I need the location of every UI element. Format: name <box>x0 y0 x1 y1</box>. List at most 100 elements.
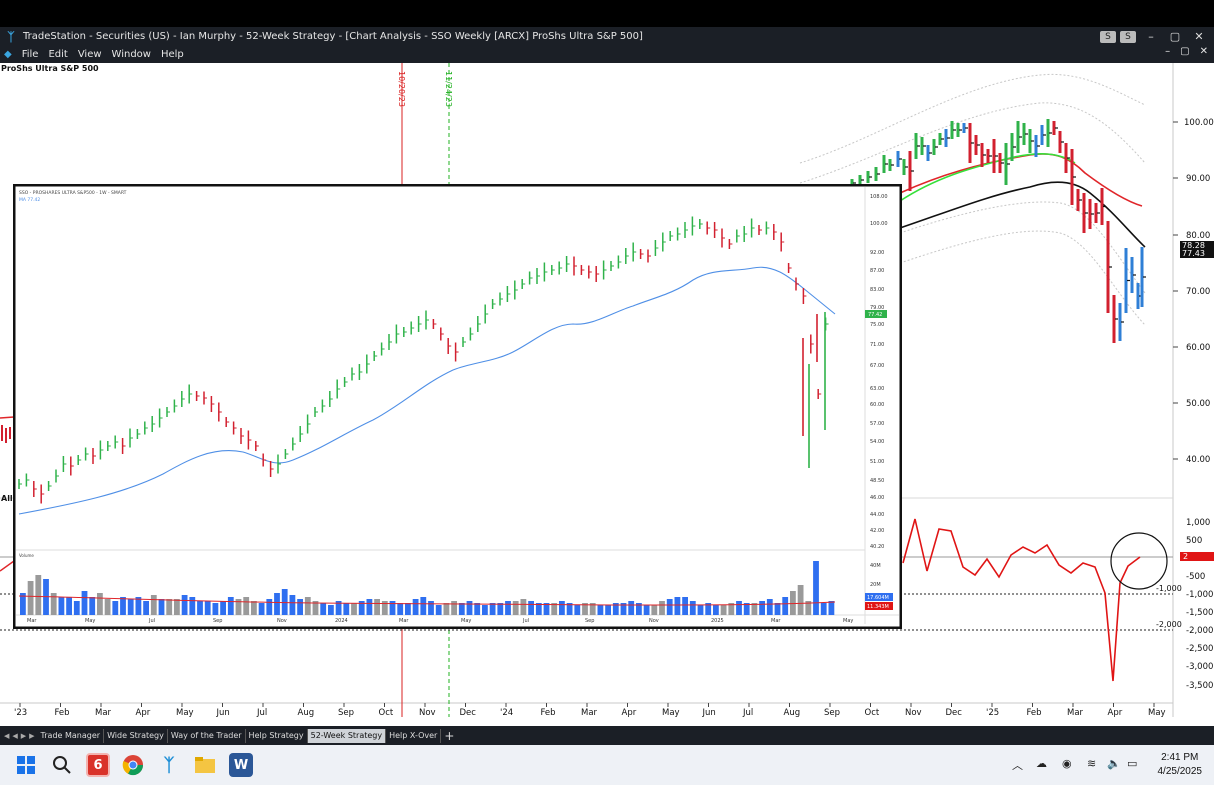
clock[interactable]: 2:41 PM 4/25/2025 <box>1158 751 1203 779</box>
time-tick-label: Apr <box>136 708 151 717</box>
child-minimize-button[interactable]: – <box>1165 46 1171 57</box>
cloud-icon[interactable]: ☁ <box>1036 757 1047 770</box>
inset-price-tick: 46.00 <box>870 495 884 501</box>
inset-volume-bar <box>651 605 658 615</box>
volume-icon[interactable]: 🔈 <box>1107 757 1121 770</box>
menu-view[interactable]: View <box>77 49 102 60</box>
inset-volume-bar <box>374 599 380 615</box>
price-tick: 100.00 <box>1184 118 1214 128</box>
inset-volume-bar <box>73 601 80 615</box>
time-tick-label: '23 <box>14 708 27 717</box>
inset-volume-bar <box>235 599 242 615</box>
price-tick: 90.00 <box>1186 174 1210 184</box>
menu-window[interactable]: Window <box>111 49 151 60</box>
file-explorer-icon[interactable] <box>193 753 217 777</box>
time-tick-label: Dec <box>946 708 963 717</box>
tab-way-of-the-trader[interactable]: Way of the Trader <box>168 728 246 743</box>
tab-52-week-strategy[interactable]: 52-Week Strategy <box>307 728 387 743</box>
price-tick: 40.00 <box>1186 455 1210 465</box>
time-tick-label: Nov <box>419 708 436 717</box>
inset-volume-bar <box>820 603 827 615</box>
inset-volume-bar <box>289 595 296 615</box>
inset-volume-bar <box>412 599 419 615</box>
maximize-button[interactable]: ▢ <box>1169 30 1181 43</box>
inset-volume-bar <box>297 599 303 615</box>
inset-price-tick: 79.00 <box>870 305 884 311</box>
indicator-badge-bg <box>1180 552 1214 561</box>
time-axis: '23 Feb Mar Apr May Jun Jul Aug Sep Oct Nov Dec '24 F… <box>14 703 1166 717</box>
inset-volume-bar <box>512 601 519 615</box>
inset-volume-bar <box>828 601 835 615</box>
chart-analysis-window[interactable]: ProShs Ultra S&P 500 10/20/23 11/24/23 1… <box>0 63 1214 717</box>
inset-volume-bar <box>181 595 188 615</box>
s-button-1[interactable]: S <box>1100 30 1116 43</box>
time-tick-label: May <box>176 708 194 717</box>
inset-volume-bar <box>27 581 34 615</box>
inset-volume-bar <box>435 605 442 615</box>
inset-volume-bar <box>66 597 72 615</box>
menu-edit[interactable]: Edit <box>48 49 68 60</box>
word-icon[interactable]: W <box>229 753 253 777</box>
main-chart-canvas[interactable]: 10/20/23 11/24/23 100.00 90.00 80.00 70.… <box>0 63 1214 717</box>
chrome-icon[interactable] <box>121 753 145 777</box>
inset-volume-bar <box>135 597 142 615</box>
inset-time-label: Jul <box>148 618 155 624</box>
inset-volume-bar <box>782 597 789 615</box>
inset-volume-bar <box>243 597 250 615</box>
tab-trade-manager[interactable]: Trade Manager <box>38 728 105 743</box>
tab-help-x-over[interactable]: Help X-Over <box>386 728 442 743</box>
inset-price-bars <box>18 216 829 504</box>
time-tick-label: Mar <box>1067 708 1084 717</box>
clock-time: 2:41 PM <box>1161 752 1199 763</box>
inset-volume-bar <box>143 601 149 615</box>
inset-chart[interactable]: SSO - PROSHARES ULTRA S&P500 - 1W - SMAR… <box>13 184 902 629</box>
inset-volume-bar <box>728 603 735 615</box>
time-tick-label: Sep <box>824 708 840 717</box>
inset-time-label: 2024 <box>335 618 348 624</box>
chevron-up-icon[interactable]: ︿ <box>1012 759 1023 772</box>
wifi-icon[interactable]: ≋ <box>1087 757 1097 770</box>
close-button[interactable]: ✕ <box>1194 30 1204 43</box>
inset-price-tick: 87.00 <box>870 268 884 274</box>
upper-band-outer <box>799 73 1146 164</box>
windows-start-icon[interactable] <box>14 753 38 777</box>
clock-date: 4/25/2025 <box>1157 766 1203 777</box>
network-icon[interactable]: ◉ <box>1062 757 1072 770</box>
inset-vol-badge-bg-2 <box>865 602 893 610</box>
child-close-button[interactable]: ✕ <box>1199 46 1208 57</box>
child-window-controls: – ▢ ✕ <box>1165 46 1208 57</box>
inset-frame <box>13 184 902 629</box>
tradestation-logo-icon: ᛉ <box>7 29 15 44</box>
inset-vol-badge-2: 11.343M <box>867 604 889 610</box>
time-tick-label: '24 <box>500 708 513 717</box>
price-badge-bg-2 <box>1180 249 1214 258</box>
search-icon[interactable] <box>50 753 74 777</box>
app-menu-icon[interactable]: ◆ <box>4 49 12 60</box>
add-tab-icon[interactable]: + <box>444 728 455 743</box>
inset-volume-bar <box>551 603 558 615</box>
inset-volume-bar <box>381 601 388 615</box>
minimize-button[interactable]: – <box>1148 30 1154 43</box>
tab-wide-strategy[interactable]: Wide Strategy <box>104 728 168 743</box>
inset-volume-bar <box>343 603 350 615</box>
inset-header-ma: MA 77.42 <box>19 197 40 203</box>
tab-scroll-arrows-icon[interactable]: ◀◀▶▶ <box>4 731 38 740</box>
inset-volume-bar <box>520 599 527 615</box>
child-restore-button[interactable]: ▢ <box>1180 46 1190 57</box>
s-button-2[interactable]: S <box>1120 30 1136 43</box>
inset-time-label: Nov <box>649 618 659 624</box>
menu-help[interactable]: Help <box>160 49 184 60</box>
menu-file[interactable]: File <box>21 49 39 60</box>
indicator-tick: -1,000 <box>1186 590 1213 600</box>
tab-help-strategy[interactable]: Help Strategy <box>246 728 308 743</box>
inset-price-tick: 108.00 <box>870 194 888 200</box>
inset-volume-bar <box>813 561 819 615</box>
window-title: TradeStation - Securities (US) - Ian Mur… <box>23 31 643 42</box>
inset-volume-bar <box>274 593 280 615</box>
ma-green-line <box>899 153 1076 202</box>
battery-icon[interactable]: ▭ <box>1127 757 1138 770</box>
inset-volume-bar <box>97 593 103 615</box>
inset-volume-bar <box>566 603 573 615</box>
pdf-app-icon[interactable]: 6 <box>86 753 110 777</box>
tradestation-icon[interactable]: ᛉ <box>163 754 175 776</box>
